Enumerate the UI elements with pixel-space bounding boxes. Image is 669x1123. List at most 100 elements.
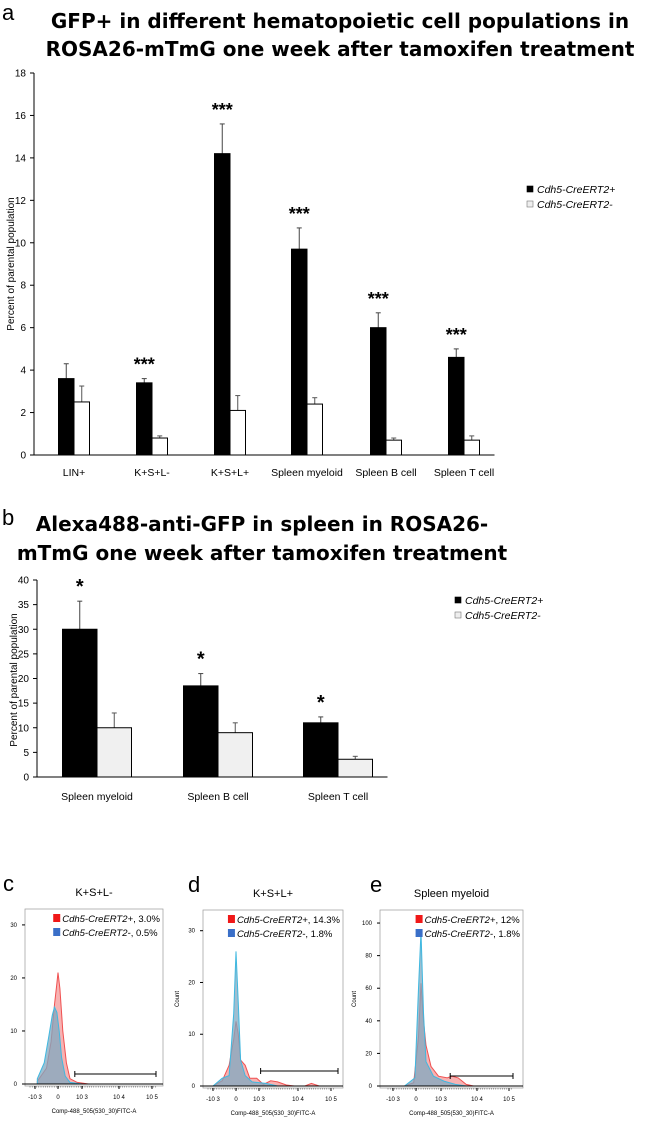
significance-marker: *** (368, 289, 389, 309)
x-tick-label: 10 3 (435, 1097, 447, 1103)
y-tick-label: 12 (15, 196, 27, 207)
histogram-title: K+S+L+ (253, 888, 293, 900)
bar-cre-pos (58, 378, 75, 456)
x-tick-label: Spleen T cell (308, 791, 368, 803)
y-tick-label: 15 (18, 699, 30, 710)
y-tick-label: 10 (10, 1029, 17, 1035)
legend-label: Cdh5-CreERT2+ (465, 595, 543, 607)
x-tick-label: Spleen B cell (187, 791, 248, 803)
significance-marker: *** (446, 325, 467, 345)
legend-swatch (227, 915, 235, 923)
y-tick-label: 20 (365, 1051, 372, 1057)
y-tick-label: 35 (18, 600, 30, 611)
significance-marker: * (197, 649, 205, 671)
histogram-title: Spleen myeloid (414, 888, 489, 900)
legend-label: Cdh5-CreERT2+, 14.3% (237, 915, 341, 926)
y-axis-label: Percent of parental population (9, 613, 20, 746)
bar-cre-pos (370, 327, 387, 456)
y-tick-label: 6 (20, 323, 26, 334)
y-tick-label: 10 (18, 723, 30, 734)
y-tick-label: 20 (18, 674, 30, 685)
legend-swatch (526, 185, 534, 193)
x-tick-label: 10 3 (76, 1095, 88, 1101)
bar-cre-neg (463, 439, 480, 456)
bar-cre-pos (136, 382, 153, 456)
legend-label: Cdh5-CreERT2+, 12% (425, 915, 521, 926)
x-tick-label: 0 (234, 1097, 238, 1103)
legend-swatch (454, 596, 462, 604)
y-tick-label: 4 (20, 366, 26, 377)
legend-swatch (227, 929, 235, 937)
bar-chart-a: a GFP+ in different hematopoietic cell po… (2, 0, 635, 479)
x-tick-label: 10 5 (503, 1097, 515, 1103)
bar-cre-neg (337, 758, 373, 778)
plot-frame (379, 909, 524, 1089)
bar-cre-pos (183, 685, 219, 778)
bar-cre-neg (229, 409, 246, 456)
x-tick-label: K+S+L+ (211, 467, 249, 479)
plot-frame (202, 909, 344, 1089)
legend-swatch (454, 611, 462, 619)
panel-label-d: d (188, 872, 200, 897)
x-axis-label: Comp-488_505(530_30)FITC-A (231, 1111, 316, 1117)
y-tick-label: 16 (15, 111, 27, 122)
bar-cre-neg (217, 732, 253, 778)
y-tick-label: 20 (188, 980, 195, 986)
panel-label-c: c (3, 871, 14, 896)
significance-marker: *** (134, 355, 155, 375)
legend-label: Cdh5-CreERT2- (465, 610, 541, 622)
y-tick-label: 80 (365, 954, 372, 960)
legend-swatch (526, 200, 534, 208)
chart-title: Alexa488-anti-GFP in spleen in ROSA26- (36, 512, 488, 536)
x-tick-label: 0 (414, 1097, 418, 1103)
y-tick-label: 0 (20, 451, 26, 462)
x-tick-label: LIN+ (63, 467, 85, 479)
bar-cre-pos (291, 248, 308, 456)
chart-title: mTmG one week after tamoxifen treatment (17, 541, 508, 565)
bar-cre-neg (73, 401, 90, 456)
y-tick-label: 5 (23, 748, 29, 759)
legend-label: Cdh5-CreERT2-, 0.5% (62, 928, 158, 939)
y-tick-label: 10 (15, 238, 27, 249)
legend-label: Cdh5-CreERT2-, 1.8% (425, 929, 521, 940)
legend-swatch (415, 929, 423, 937)
y-tick-label: 0 (369, 1084, 373, 1090)
histogram-c: c K+S+L- 0 10 20 30 -10 3 0 10 3 10 4 10 5 Comp-488… (3, 871, 164, 1115)
x-tick-label: -10 3 (206, 1097, 220, 1103)
y-tick-label: 14 (15, 153, 27, 164)
y-axis-label: Count (175, 991, 181, 1007)
x-tick-label: 10 5 (325, 1097, 337, 1103)
x-tick-label: 0 (56, 1095, 60, 1101)
histogram-e: e Spleen myeloid 0 20 40 60 80 100 -10 3 0 10 3 10 … (352, 872, 524, 1117)
panel-label-e: e (370, 872, 382, 897)
x-tick-label: Spleen myeloid (271, 467, 343, 479)
bar-chart-b: b Alexa488-anti-GFP in spleen in ROSA26- m… (2, 505, 543, 803)
bar-cre-neg (385, 439, 402, 456)
y-tick-label: 30 (18, 625, 30, 636)
significance-marker: * (317, 692, 325, 714)
x-tick-label: 10 3 (253, 1097, 265, 1103)
x-tick-label: Spleen T cell (434, 467, 494, 479)
y-tick-label: 25 (18, 649, 30, 660)
y-tick-label: 30 (188, 929, 195, 935)
y-tick-label: 40 (18, 576, 30, 587)
y-axis-label: Count (352, 991, 358, 1007)
bar-cre-pos (62, 628, 98, 778)
y-tick-label: 8 (20, 281, 26, 292)
x-tick-label: K+S+L- (134, 467, 170, 479)
y-tick-label: 60 (365, 986, 372, 992)
bar-cre-pos (448, 356, 465, 456)
y-tick-label: 40 (365, 1019, 372, 1025)
bar-cre-neg (96, 727, 132, 778)
legend-swatch (53, 914, 61, 922)
bar-cre-neg (151, 437, 168, 456)
histogram-title: K+S+L- (75, 887, 113, 899)
panel-label-b: b (2, 505, 14, 530)
bar-cre-neg (306, 403, 323, 456)
y-tick-label: 0 (14, 1082, 18, 1088)
bar-cre-pos (303, 722, 339, 778)
x-tick-label: 10 4 (113, 1095, 125, 1101)
bar-cre-pos (214, 153, 231, 456)
significance-marker: * (76, 576, 84, 598)
